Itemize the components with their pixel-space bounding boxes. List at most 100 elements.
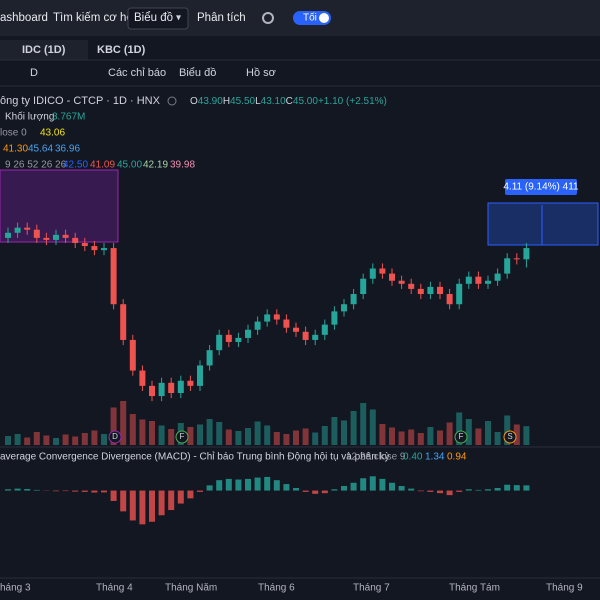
symbol-title: ông ty IDICO - CTCP · 1D · HNX <box>0 95 161 107</box>
ichimoku-value: 42.50 <box>63 160 88 171</box>
volume-bar <box>158 425 165 445</box>
volume-bar <box>5 436 11 445</box>
nav-item[interactable]: ashboard <box>0 12 48 24</box>
event-marker <box>454 430 468 444</box>
x-tick-label: Tháng 4 <box>96 583 133 594</box>
ohlc-value: 43.10 <box>261 96 286 107</box>
volume-bar <box>475 428 482 445</box>
candle-body <box>129 339 136 371</box>
toolbar-button[interactable]: Các chỉ báo <box>108 67 166 79</box>
macd-value: 1.34 <box>425 452 445 463</box>
macd-value: 0.94 <box>447 452 467 463</box>
ohlc: O43.90H45.50L43.10C45.00+1.10 (+2.51%) <box>190 96 387 107</box>
volume-bar <box>302 428 309 445</box>
macd-bar <box>81 490 88 492</box>
macd-bar <box>187 490 194 499</box>
tab-bar <box>0 40 600 60</box>
macd-bar <box>158 490 165 516</box>
dropdown[interactable] <box>127 7 189 30</box>
ma-label: lose 0 <box>0 128 27 139</box>
candle-body <box>485 280 491 284</box>
toolbar-button[interactable]: D <box>30 67 38 79</box>
candle-body <box>139 370 146 386</box>
macd-bar <box>331 489 338 491</box>
volume-bar <box>273 432 280 445</box>
volume-bar <box>43 435 50 445</box>
volume-bar <box>264 425 271 445</box>
ichimoku-value: 39.98 <box>170 160 195 171</box>
candle-body <box>206 350 213 366</box>
macd-bar <box>33 489 40 491</box>
candle-body <box>43 237 50 240</box>
candle-body <box>33 229 40 238</box>
candle-body <box>197 365 203 386</box>
volume-bar <box>523 426 530 445</box>
tab[interactable]: KBC (1D) <box>97 44 146 56</box>
macd-bar <box>24 489 31 491</box>
ma-value: 43.06 <box>40 128 65 139</box>
candle-body <box>101 248 107 251</box>
macd-bar <box>197 490 203 492</box>
event-marker <box>108 430 122 444</box>
volume-bar <box>110 407 117 445</box>
ichimoku-value: 42.19 <box>143 160 168 171</box>
measure-label-bg <box>505 179 577 195</box>
nav-item[interactable]: Biểu đồ <box>134 12 173 24</box>
macd-bar <box>283 484 290 491</box>
volume-bar <box>312 432 319 445</box>
candle-body <box>254 321 261 330</box>
macd-value: 0.40 <box>403 452 423 463</box>
toolbar-button[interactable]: Biểu đồ <box>179 67 216 79</box>
volume-bar <box>446 422 453 445</box>
volume-bar <box>331 417 338 445</box>
candle-body <box>245 329 251 338</box>
volume-bar <box>408 429 415 445</box>
candle-body <box>437 286 443 295</box>
macd-bar <box>14 488 21 491</box>
volume-bar <box>245 428 251 445</box>
macd-bar <box>273 480 280 491</box>
macd-bar <box>110 490 117 501</box>
candle-body <box>91 246 98 251</box>
macd-bar <box>437 490 443 494</box>
macd-params: 12 26 close 9 <box>346 452 406 463</box>
nav-item[interactable]: Tìm kiếm cơ hội <box>53 12 135 24</box>
volume-bar <box>360 403 367 445</box>
candle-body <box>168 382 175 394</box>
volume-bar <box>168 429 175 445</box>
macd-bar <box>350 482 357 491</box>
nav-item[interactable]: Phân tích <box>197 12 246 24</box>
macd-bar <box>341 486 347 491</box>
ohlc-label: C <box>286 96 293 107</box>
macd-bar <box>302 490 309 492</box>
volume-bar <box>206 419 213 445</box>
candle-body <box>341 304 347 312</box>
toggle-label[interactable]: Tối <box>303 12 317 24</box>
ohlc-label: O <box>190 96 198 107</box>
macd-bar <box>91 490 98 493</box>
candle-body <box>389 273 395 281</box>
macd-bar <box>369 476 376 491</box>
ichimoku-value: 45.00 <box>117 160 142 171</box>
event-label: S <box>507 432 512 441</box>
volume-bar <box>235 431 242 445</box>
macd-bar <box>504 484 511 491</box>
toolbar-button[interactable]: Hồ sơ <box>246 67 276 79</box>
volume-bar <box>293 430 299 445</box>
macd-bar <box>72 490 79 492</box>
volume-bar <box>129 414 136 445</box>
macd-bar <box>408 488 415 491</box>
active-tab[interactable] <box>0 40 88 60</box>
tab[interactable]: IDC (1D) <box>22 44 66 56</box>
candle-body <box>417 288 424 295</box>
candle-body <box>331 311 338 325</box>
macd-bar <box>456 490 463 492</box>
candle-body <box>110 248 117 305</box>
candle-body <box>350 294 357 305</box>
caret: ▾ <box>176 13 181 24</box>
settings-icon[interactable] <box>262 12 274 24</box>
macd-label: average Convergence Divergence (MACD) - … <box>0 451 390 463</box>
x-tick-label: Tháng Năm <box>165 583 217 594</box>
candle-body <box>158 382 165 397</box>
volume-value: 3.767M <box>52 112 85 123</box>
